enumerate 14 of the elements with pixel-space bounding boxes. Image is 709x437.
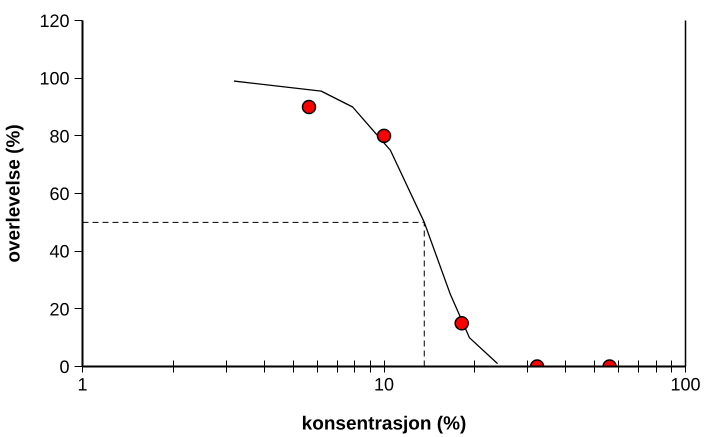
y-tick-label: 20 xyxy=(49,299,70,320)
y-axis-title: overlevelse (%) xyxy=(3,124,24,263)
x-axis-title: konsentrasjon (%) xyxy=(302,414,466,434)
x-tick-label: 100 xyxy=(670,374,701,394)
y-tick-label: 0 xyxy=(59,357,70,377)
x-tick-label: 1 xyxy=(77,374,88,394)
y-tick-label: 60 xyxy=(49,184,70,204)
point xyxy=(376,128,392,144)
point xyxy=(302,100,316,114)
y-tick-label: 80 xyxy=(49,126,70,146)
y-tick-label: 100 xyxy=(39,68,70,89)
y-tick-label: 120 xyxy=(39,11,70,31)
y-tick-label: 40 xyxy=(49,242,70,262)
x-tick-label: 10 xyxy=(374,374,394,394)
